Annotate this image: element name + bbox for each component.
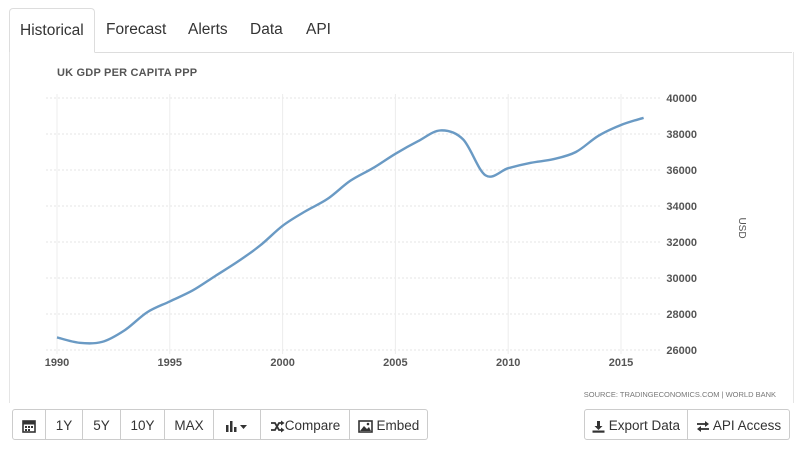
y-tick-label: 34000 — [666, 201, 697, 213]
api-access-label: API Access — [712, 418, 782, 433]
caret-down-icon — [240, 425, 247, 430]
tab-historical[interactable]: Historical — [9, 8, 95, 53]
y-tick-label: 26000 — [666, 345, 697, 357]
shuffle-icon — [270, 420, 285, 433]
x-tick-label: 2005 — [383, 357, 407, 369]
chart-type-button[interactable] — [214, 409, 261, 440]
gdp-chart: UK GDP PER CAPITA PPP 26000 28000 30000 3200… — [45, 67, 776, 399]
tab-data[interactable]: Data — [250, 21, 283, 38]
tab-alerts[interactable]: Alerts — [188, 21, 228, 38]
embed-label: Embed — [376, 418, 420, 433]
download-icon — [592, 420, 605, 433]
chart-source: SOURCE: TRADINGECONOMICS.COM | WORLD BAN… — [584, 390, 776, 399]
y-tick-label: 32000 — [666, 237, 697, 249]
image-icon — [357, 420, 373, 433]
tab-api[interactable]: API — [306, 21, 331, 38]
api-access-button[interactable]: API Access — [688, 409, 790, 440]
tab-forecast[interactable]: Forecast — [106, 21, 167, 38]
x-tick-label: 1990 — [45, 357, 69, 369]
y-tick-label: 40000 — [666, 93, 697, 105]
exchange-icon — [696, 421, 709, 433]
export-data-button[interactable]: Export Data — [584, 409, 688, 440]
chart-panel: UK GDP PER CAPITA PPP 26000 28000 30000 3200… — [9, 52, 794, 403]
export-data-label: Export Data — [608, 418, 681, 433]
y-axis-label: USD — [736, 217, 747, 238]
compare-label: Compare — [284, 418, 341, 433]
x-tick-label: 1995 — [158, 357, 182, 369]
x-tick-label: 2010 — [496, 357, 520, 369]
x-tick-label: 2015 — [609, 357, 633, 369]
calendar-button[interactable] — [12, 409, 46, 440]
series-line — [56, 116, 644, 345]
y-tick-label: 36000 — [666, 165, 697, 177]
y-tick-label: 28000 — [666, 309, 697, 321]
x-tick-label: 2000 — [270, 357, 294, 369]
embed-button[interactable]: Embed — [350, 409, 428, 440]
compare-button[interactable]: Compare — [261, 409, 350, 440]
range-max-button[interactable]: MAX — [165, 409, 214, 440]
calendar-icon — [22, 420, 36, 434]
range-1y-button[interactable]: 1Y — [46, 409, 83, 440]
bar-chart-icon — [226, 421, 247, 433]
range-10y-button[interactable]: 10Y — [121, 409, 165, 440]
range-5y-button[interactable]: 5Y — [83, 409, 121, 440]
chart-title: UK GDP PER CAPITA PPP — [57, 67, 197, 79]
y-tick-label: 30000 — [666, 273, 697, 285]
tab-bar: Historical Forecast Alerts Data API — [9, 8, 792, 53]
y-tick-label: 38000 — [666, 129, 697, 141]
